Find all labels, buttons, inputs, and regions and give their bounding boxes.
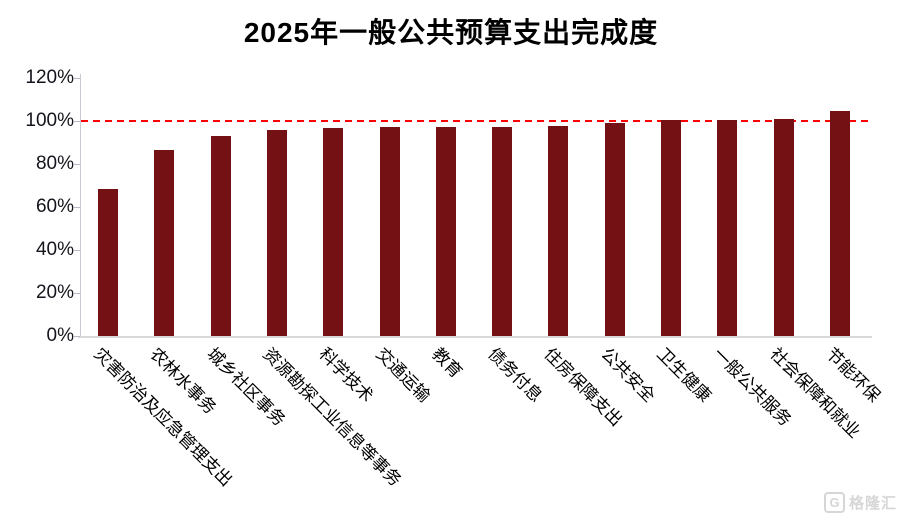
bar-教育 [435, 127, 456, 336]
bar-农林水事务 [154, 150, 175, 336]
y-axis-line [80, 74, 81, 336]
bar-债务付息 [492, 126, 513, 336]
bar-卫生健康 [661, 120, 681, 336]
bar-科学技术 [323, 127, 344, 336]
gelonghui-watermark-text: 格隆汇 [849, 495, 898, 512]
bar-城乡社区事务 [210, 136, 231, 336]
bar-公共安全 [604, 123, 625, 336]
y-axis-tick-mark [74, 78, 80, 79]
target-100pct-dashed-line [81, 120, 868, 122]
bar-节能环保 [829, 111, 850, 336]
y-axis-tick-label: 100% [25, 110, 74, 131]
y-axis-tick-mark [74, 121, 80, 122]
x-axis-label: 交通运输 [371, 344, 434, 406]
y-axis-tick-mark [74, 250, 80, 251]
x-axis-label: 教育 [428, 344, 466, 382]
gelonghui-watermark: G 格隆汇 [824, 492, 897, 513]
y-axis-tick-mark [74, 336, 80, 337]
y-axis-tick-mark [74, 164, 80, 165]
x-axis-line [78, 336, 872, 338]
y-axis-tick-mark [74, 207, 80, 208]
x-axis-label: 债务付息 [484, 344, 546, 406]
bar-灾害防治及应急管理支出 [98, 188, 119, 336]
bar-资源勘探工业信息等事务 [267, 129, 287, 336]
y-axis-tick-label: 120% [25, 67, 74, 88]
y-axis-tick-label: 0% [46, 325, 74, 346]
x-axis-label: 卫生健康 [653, 344, 715, 406]
y-axis-tick-mark [74, 293, 80, 294]
bar-社会保障和就业 [773, 119, 794, 336]
chart-title: 2025年一般公共预算支出完成度 [243, 17, 659, 48]
y-axis-tick-label: 20% [35, 282, 74, 303]
gelonghui-logo-icon: G [824, 492, 845, 513]
bar-一般公共服务 [717, 120, 738, 336]
bar-住房保障支出 [548, 126, 569, 336]
y-axis-tick-label: 60% [35, 196, 74, 217]
y-axis-tick-label: 80% [35, 153, 74, 174]
bar-交通运输 [379, 127, 400, 336]
y-axis-tick-label: 40% [35, 239, 74, 260]
